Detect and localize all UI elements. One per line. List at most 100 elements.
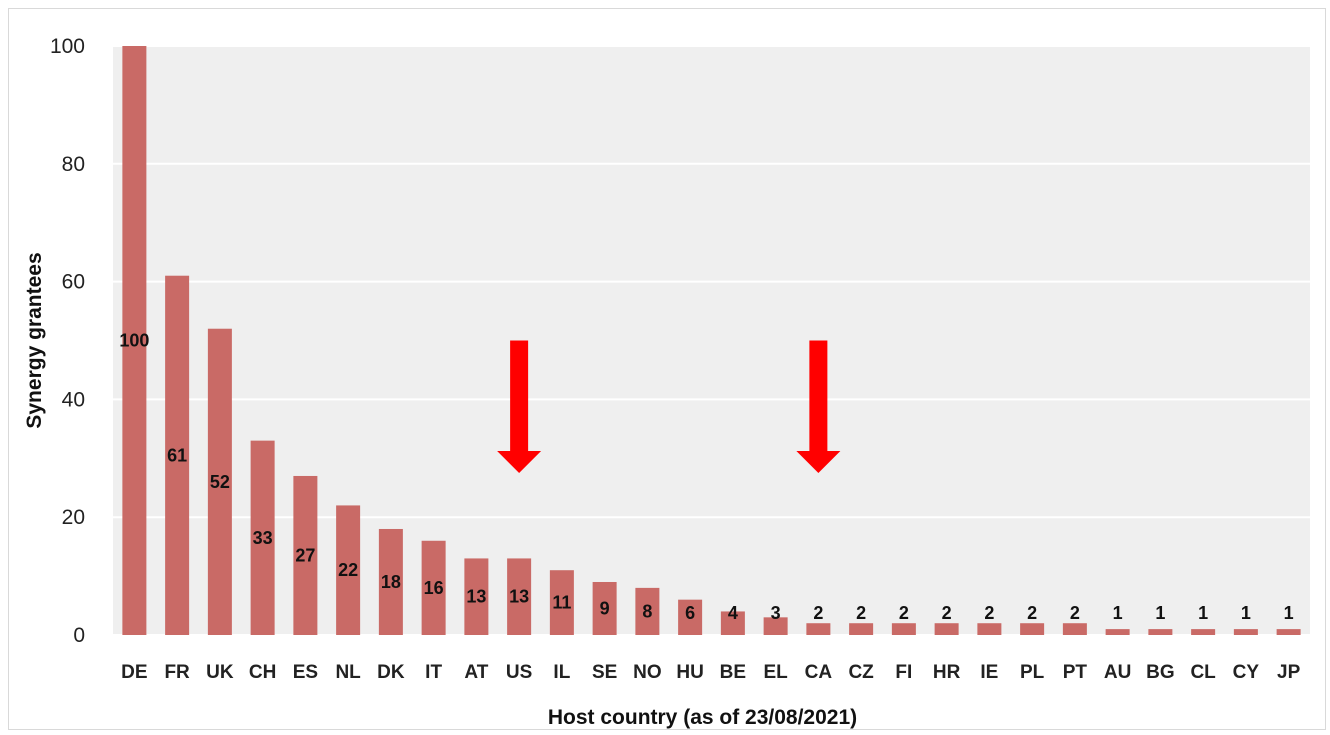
bar-FI xyxy=(891,623,916,635)
data-label: 27 xyxy=(295,545,315,565)
bar-PT xyxy=(1062,623,1087,635)
data-label: 13 xyxy=(466,587,486,607)
bar-HU xyxy=(678,599,703,635)
data-label: 52 xyxy=(210,472,230,492)
data-label: 16 xyxy=(424,578,444,598)
bar-JP xyxy=(1276,629,1301,635)
bar-AU xyxy=(1105,629,1130,635)
bar-AT xyxy=(464,558,489,635)
x-tick-label: AU xyxy=(1104,662,1131,683)
bar-NO xyxy=(635,587,660,635)
x-tick-label: FI xyxy=(895,662,912,683)
x-tick-label: AT xyxy=(464,662,488,683)
data-label: 2 xyxy=(942,603,952,623)
x-tick-label: CA xyxy=(805,662,833,683)
data-label: 18 xyxy=(381,572,401,592)
bar-HR xyxy=(934,623,959,635)
x-tick-label: DK xyxy=(377,662,405,683)
bar-SE xyxy=(592,581,617,635)
x-tick-label: NL xyxy=(335,662,361,683)
data-label: 1 xyxy=(1241,603,1251,623)
x-tick-label: SE xyxy=(592,662,617,683)
y-tick-label: 20 xyxy=(62,506,85,529)
bar-ES xyxy=(293,475,318,635)
bar-CZ xyxy=(849,623,874,635)
y-tick-label: 0 xyxy=(73,624,85,647)
y-axis-ticks: 0 20 40 60 80 100 xyxy=(50,35,85,647)
bar-EL xyxy=(763,617,788,635)
x-tick-label: PL xyxy=(1020,662,1045,683)
y-tick-label: 60 xyxy=(62,271,85,294)
data-label: 22 xyxy=(338,560,358,580)
bar-CH xyxy=(250,440,275,635)
x-tick-label: IT xyxy=(425,662,442,683)
data-label: 9 xyxy=(600,598,610,618)
data-label: 2 xyxy=(1070,603,1080,623)
y-axis-title: Synergy grantees xyxy=(23,252,46,428)
y-tick-label: 40 xyxy=(62,388,85,411)
arrow-down-icon xyxy=(796,340,841,474)
data-label: 6 xyxy=(685,603,695,623)
data-label: 1 xyxy=(1113,603,1123,623)
x-tick-label: EL xyxy=(763,662,788,683)
x-tick-label: HR xyxy=(933,662,961,683)
data-label: 2 xyxy=(984,603,994,623)
x-tick-label: UK xyxy=(206,662,234,683)
y-tick-label: 100 xyxy=(50,35,85,58)
x-tick-label: CH xyxy=(249,662,276,683)
data-label: 2 xyxy=(899,603,909,623)
x-tick-label: ES xyxy=(293,662,318,683)
x-tick-label: US xyxy=(506,662,532,683)
x-tick-label: BG xyxy=(1146,662,1175,683)
x-axis-ticks: DE FR UK CH ES NL DK IT AT US IL SE NO HU BE EL CA CZ FI HR… xyxy=(121,662,1300,683)
data-label: 2 xyxy=(1027,603,1037,623)
arrow-down-icon xyxy=(497,340,542,474)
data-label: 2 xyxy=(813,603,823,623)
data-label: 3 xyxy=(771,603,781,623)
annotation-arrows xyxy=(497,340,841,474)
x-tick-label: PT xyxy=(1063,662,1088,683)
bar-CA xyxy=(806,623,831,635)
x-tick-label: FR xyxy=(164,662,190,683)
x-tick-label: CY xyxy=(1233,662,1260,683)
x-tick-label: IL xyxy=(553,662,570,683)
x-tick-label: JP xyxy=(1277,662,1301,683)
data-label: 8 xyxy=(642,601,652,621)
bar-NL xyxy=(336,505,361,635)
x-tick-label: HU xyxy=(676,662,703,683)
data-label: 11 xyxy=(552,593,571,613)
bar-DK xyxy=(378,528,403,635)
bar-IL xyxy=(549,570,574,635)
x-axis-title: Host country (as of 23/08/2021) xyxy=(548,706,857,729)
x-tick-label: CZ xyxy=(848,662,874,683)
bars xyxy=(122,46,1301,635)
data-label: 33 xyxy=(253,528,273,548)
data-label: 100 xyxy=(119,331,149,351)
bar-US xyxy=(507,558,532,635)
x-tick-label: NO xyxy=(633,662,662,683)
data-label: 4 xyxy=(728,603,738,623)
bar-BE xyxy=(720,611,745,635)
data-label: 13 xyxy=(509,587,529,607)
x-tick-label: IE xyxy=(980,662,998,683)
x-tick-label: BE xyxy=(720,662,746,683)
bar-IT xyxy=(421,540,446,635)
y-tick-label: 80 xyxy=(62,153,85,176)
bar-FR xyxy=(165,275,190,635)
bar-PL xyxy=(1020,623,1045,635)
bar-CL xyxy=(1191,629,1216,635)
bar-BG xyxy=(1148,629,1173,635)
x-tick-label: DE xyxy=(121,662,147,683)
bar-IE xyxy=(977,623,1002,635)
bar-UK xyxy=(207,328,232,635)
data-label: 61 xyxy=(167,445,187,465)
data-label: 2 xyxy=(856,603,866,623)
data-label: 1 xyxy=(1155,603,1165,623)
bar-CY xyxy=(1233,629,1258,635)
plot-area xyxy=(113,46,1310,635)
bar-DE xyxy=(122,46,147,635)
data-label: 1 xyxy=(1198,603,1208,623)
data-label: 1 xyxy=(1284,603,1294,623)
